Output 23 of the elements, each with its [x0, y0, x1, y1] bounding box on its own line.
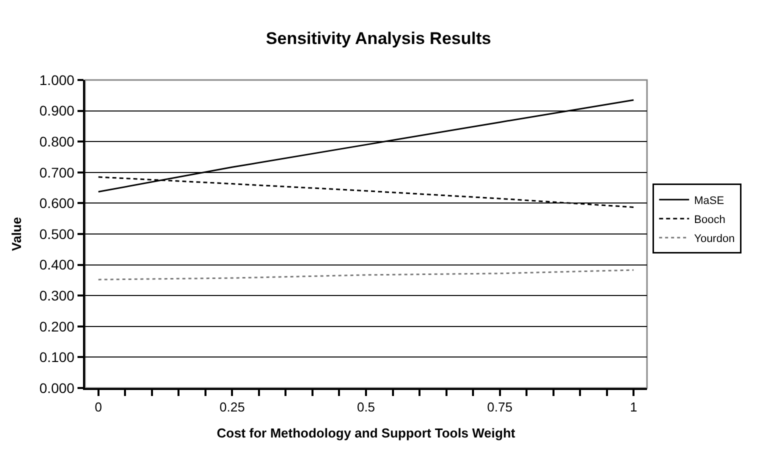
legend-label: Yourdon	[694, 232, 735, 245]
y-tick-label: 0.900	[39, 102, 75, 119]
y-tick-label: 0.400	[39, 256, 75, 273]
y-tick-label: 0.700	[39, 164, 75, 180]
x-tick-label: 0.25	[220, 399, 245, 414]
y-tick-label: 0.300	[39, 288, 75, 304]
y-axis-title: Value	[8, 217, 24, 251]
x-tick-label: 0	[94, 399, 102, 414]
y-tick-label: 0.100	[39, 349, 75, 366]
y-tick-label: 0.500	[39, 226, 75, 242]
chart-title: Sensitivity Analysis Results	[266, 28, 492, 48]
x-axis-title: Cost for Methodology and Support Tools Weight	[216, 425, 516, 440]
y-tick-label: 0.600	[39, 195, 75, 212]
legend-label: Booch	[694, 214, 726, 226]
y-tick-label: 0.800	[39, 134, 75, 150]
legend-label: MaSE	[694, 194, 724, 207]
y-tick-label: 0.200	[39, 318, 75, 334]
x-tick-label: 1	[630, 399, 638, 414]
line-series	[98, 269, 634, 280]
x-tick-label: 0.75	[487, 399, 512, 414]
x-tick-label: 0.5	[356, 399, 376, 414]
y-tick-label: 1.000	[39, 72, 75, 88]
y-tick-label: 0.000	[39, 380, 75, 396]
